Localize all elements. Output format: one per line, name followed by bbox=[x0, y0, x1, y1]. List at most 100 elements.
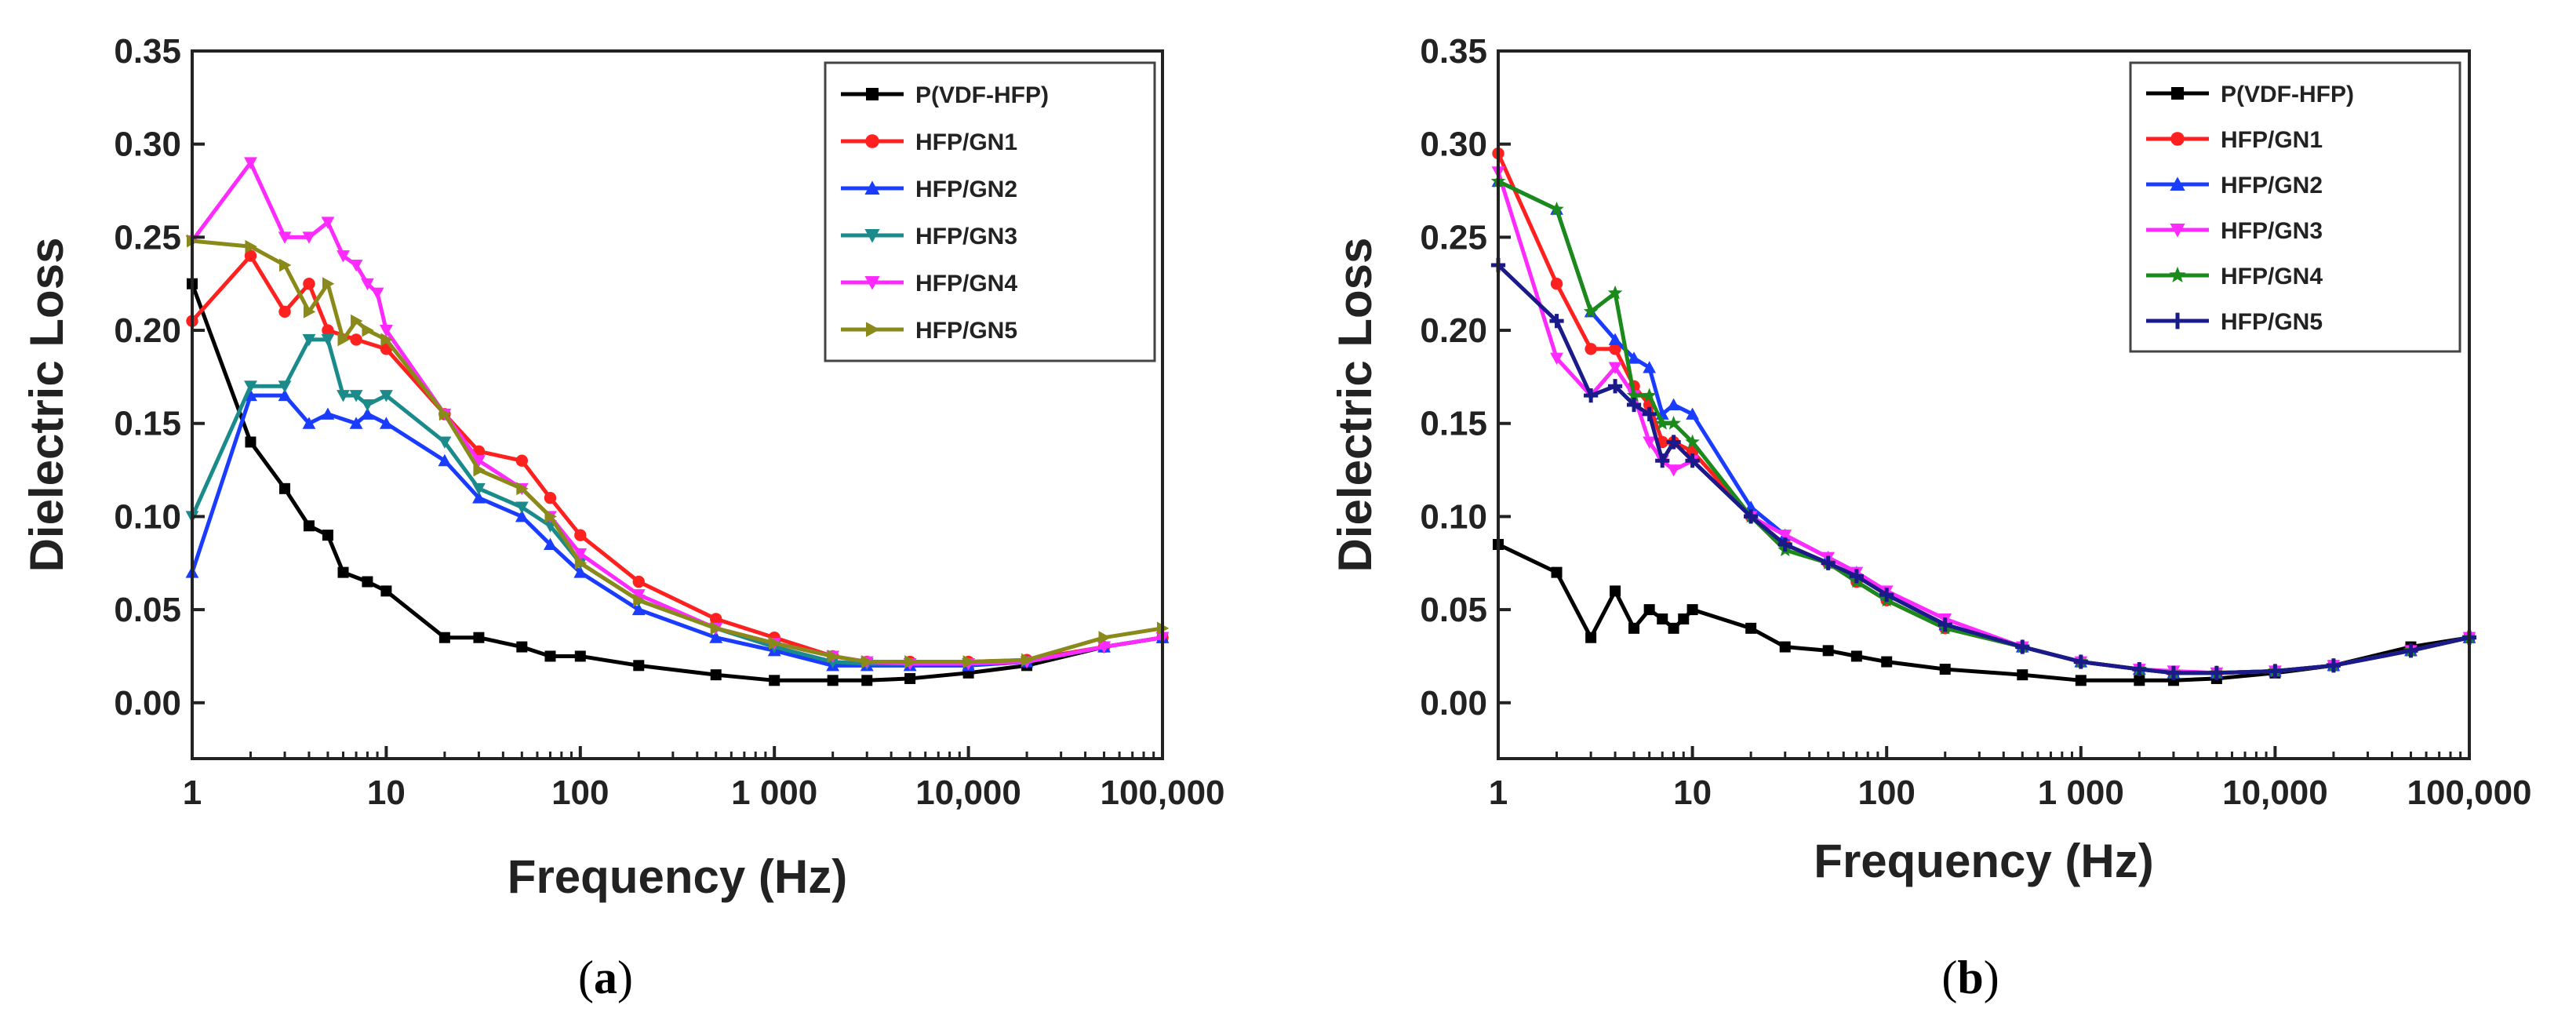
panel-b-x-ticks: 1 10 100 1 000 10,000 100,000 bbox=[1489, 746, 2532, 812]
x-tick-label: 10 bbox=[1673, 774, 1712, 812]
data-point bbox=[544, 491, 557, 504]
data-point bbox=[2015, 639, 2030, 654]
panel-a: 1 10 100 1 000 10,000 100,000 0.00 0.05 0.10 0.1… bbox=[20, 32, 1225, 1003]
data-point bbox=[321, 333, 335, 347]
data-point bbox=[1608, 362, 1622, 374]
data-point bbox=[2268, 664, 2283, 679]
data-point bbox=[1607, 285, 1623, 300]
data-point bbox=[1668, 622, 1679, 634]
series-hfp-gn3 bbox=[185, 333, 1170, 671]
legend-marker bbox=[2169, 312, 2186, 329]
data-point bbox=[2017, 669, 2028, 681]
legend-label: HFP/GN5 bbox=[915, 318, 1017, 344]
data-point bbox=[904, 672, 916, 684]
panel-b-y-ticks: 0.00 0.05 0.10 0.15 0.20 0.25 0.30 0.35 bbox=[1420, 32, 1511, 723]
data-point bbox=[574, 556, 588, 570]
legend-label: HFP/GN1 bbox=[2221, 127, 2323, 153]
panel-b-x-axis-title: Frequency (Hz) bbox=[1814, 835, 2153, 887]
data-point bbox=[709, 631, 723, 643]
panel-b-caption-letter: b bbox=[1957, 952, 1983, 1003]
legend-marker bbox=[2170, 132, 2185, 146]
data-point bbox=[544, 510, 557, 523]
data-point bbox=[2326, 658, 2341, 673]
data-point bbox=[244, 380, 257, 393]
panel-a-x-axis-title: Frequency (Hz) bbox=[508, 850, 847, 903]
y-tick-label: 0.35 bbox=[1420, 32, 1487, 71]
data-point bbox=[1685, 434, 1700, 449]
data-point bbox=[1643, 436, 1657, 449]
legend-marker bbox=[864, 180, 880, 195]
legend-label: P(VDF-HFP) bbox=[915, 82, 1049, 108]
legend-item: HFP/GN3 bbox=[841, 224, 1017, 249]
x-tick-label: 100 bbox=[1857, 774, 1915, 812]
data-point bbox=[350, 333, 362, 346]
y-tick-label: 0.05 bbox=[1420, 591, 1487, 629]
data-point bbox=[904, 655, 917, 668]
data-point bbox=[1822, 645, 1834, 657]
data-point bbox=[544, 650, 556, 662]
x-tick-label: 10,000 bbox=[915, 774, 1021, 812]
data-point bbox=[279, 258, 292, 272]
y-tick-label: 0.15 bbox=[1420, 405, 1487, 443]
data-point bbox=[1849, 569, 1864, 584]
legend-marker bbox=[2170, 177, 2185, 191]
data-point bbox=[1881, 656, 1893, 668]
data-point bbox=[710, 613, 722, 625]
legend-item: P(VDF-HFP) bbox=[841, 82, 1049, 108]
data-point bbox=[1609, 343, 1621, 355]
y-tick-label: 0.35 bbox=[114, 32, 181, 71]
data-point bbox=[1551, 566, 1563, 578]
panel-b: 1 10 100 1 000 10,000 100,000 0.00 0.05 0.10 0.1… bbox=[1329, 32, 2532, 1003]
legend-marker bbox=[864, 276, 880, 290]
data-point bbox=[827, 650, 840, 663]
data-point bbox=[1643, 604, 1655, 616]
panel-b-plot bbox=[1490, 147, 2477, 686]
data-point bbox=[2134, 675, 2145, 686]
data-point bbox=[349, 259, 363, 272]
panel-b-legend: P(VDF-HFP) HFP/GN1 HFP/GN2 HFP/GN3 HFP/GN4 HF… bbox=[2129, 61, 2461, 353]
data-point bbox=[1667, 464, 1681, 477]
legend-label: HFP/GN4 bbox=[2221, 264, 2323, 289]
data-point bbox=[303, 278, 315, 290]
data-point bbox=[438, 632, 450, 643]
data-point bbox=[351, 314, 363, 328]
panel-a-plot bbox=[185, 157, 1170, 686]
data-point bbox=[244, 157, 257, 169]
data-point bbox=[438, 407, 452, 421]
data-point bbox=[1642, 388, 1657, 402]
data-point bbox=[632, 575, 645, 588]
data-point bbox=[573, 566, 588, 578]
legend-marker bbox=[866, 88, 879, 100]
x-tick-label: 10 bbox=[367, 774, 406, 812]
data-point bbox=[544, 537, 557, 551]
data-point bbox=[1744, 509, 1759, 524]
data-point bbox=[631, 603, 646, 616]
legend-label: P(VDF-HFP) bbox=[2221, 82, 2354, 107]
panel-a-y-axis-title: Dielectric Loss bbox=[20, 238, 73, 573]
y-tick-label: 0.00 bbox=[1420, 684, 1487, 723]
data-point bbox=[244, 249, 257, 262]
x-tick-label: 1 bbox=[1489, 774, 1508, 812]
data-point bbox=[1607, 379, 1623, 394]
x-tick-label: 100,000 bbox=[1100, 774, 1224, 812]
data-point bbox=[322, 277, 335, 291]
data-point bbox=[574, 529, 587, 541]
data-point bbox=[380, 417, 393, 429]
data-point bbox=[2075, 675, 2087, 686]
data-point bbox=[303, 520, 315, 532]
data-point bbox=[1778, 530, 1792, 542]
data-point bbox=[516, 641, 528, 653]
panel-a-caption: (a) bbox=[578, 952, 633, 1003]
data-point bbox=[515, 510, 529, 522]
data-point bbox=[1686, 604, 1698, 616]
data-point bbox=[2209, 665, 2224, 680]
legend-item: HFP/GN5 bbox=[2146, 309, 2323, 335]
data-point bbox=[472, 482, 486, 496]
data-point bbox=[337, 333, 350, 347]
data-point bbox=[279, 482, 291, 494]
legend-marker bbox=[2171, 87, 2184, 100]
series-hfp-gn5 bbox=[187, 234, 1170, 668]
data-point bbox=[633, 660, 645, 672]
legend-item: HFP/GN5 bbox=[841, 318, 1017, 344]
